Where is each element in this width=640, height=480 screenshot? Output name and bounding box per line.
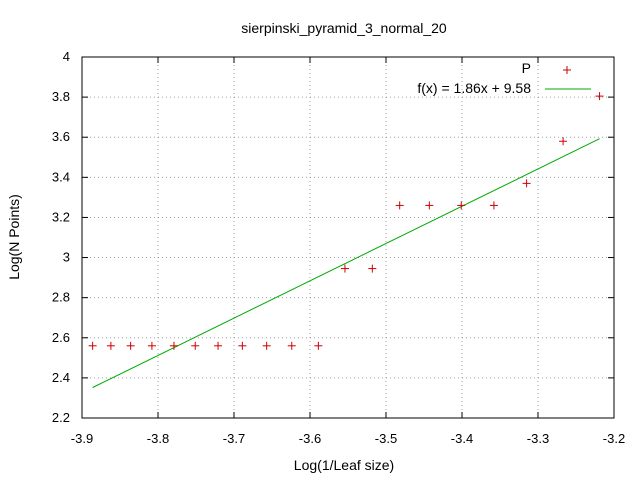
y-tick-label: 3.4 <box>52 169 70 184</box>
x-axis-label: Log(1/Leaf size) <box>294 457 394 473</box>
legend: P f(x) = 1.86x + 9.58 <box>417 60 591 96</box>
y-tick-label: 3.2 <box>52 209 70 224</box>
x-tick-label: -3.9 <box>71 431 93 446</box>
data-point <box>106 341 115 350</box>
data-point <box>368 264 377 273</box>
data-point <box>147 341 156 350</box>
legend-label-points: P <box>522 60 531 76</box>
x-tick-label: -3.4 <box>451 431 473 446</box>
plot-frame <box>81 56 615 419</box>
scatter-series <box>88 92 604 350</box>
data-point <box>214 341 223 350</box>
data-point <box>559 137 568 146</box>
data-point <box>395 201 404 210</box>
data-point <box>262 341 271 350</box>
x-tick-label: -3.8 <box>147 431 169 446</box>
y-tick-label: 2.8 <box>52 290 70 305</box>
axes: -3.9 -3.8 -3.7 -3.6 -3.5 -3.4 -3.3 -3.2 2.2 2.4 2.… <box>52 49 625 446</box>
x-tick-label: -3.7 <box>223 431 245 446</box>
x-tick-label: -3.5 <box>375 431 397 446</box>
data-point <box>191 341 200 350</box>
data-point <box>595 92 604 101</box>
data-point <box>457 201 466 210</box>
y-axis-label: Log(N Points) <box>6 194 22 280</box>
data-point <box>238 341 247 350</box>
fit-line <box>92 138 600 388</box>
y-tick-label: 2.4 <box>52 370 70 385</box>
y-tick-label: 2.2 <box>52 410 70 425</box>
fit-line-series <box>92 138 600 388</box>
y-tick-label: 2.6 <box>52 330 70 345</box>
x-tick-label: -3.3 <box>527 431 549 446</box>
x-tick-label: -3.2 <box>603 431 625 446</box>
y-tick-label: 3.6 <box>52 129 70 144</box>
x-tick-label: -3.6 <box>299 431 321 446</box>
grid <box>82 57 614 418</box>
legend-label-fit: f(x) = 1.86x + 9.58 <box>417 80 531 96</box>
legend-plus <box>563 66 571 74</box>
data-point <box>314 341 323 350</box>
data-point <box>489 201 498 210</box>
data-point <box>126 341 135 350</box>
legend-marker-points <box>563 66 571 74</box>
data-point <box>340 264 349 273</box>
y-tick-label: 3.8 <box>52 89 70 104</box>
y-tick-label: 3 <box>63 250 70 265</box>
data-point <box>425 201 434 210</box>
chart-title: sierpinski_pyramid_3_normal_20 <box>241 20 447 36</box>
data-point <box>169 341 178 350</box>
data-point <box>522 179 531 188</box>
data-point <box>287 341 296 350</box>
y-tick-label: 4 <box>63 49 70 64</box>
data-point <box>88 341 97 350</box>
